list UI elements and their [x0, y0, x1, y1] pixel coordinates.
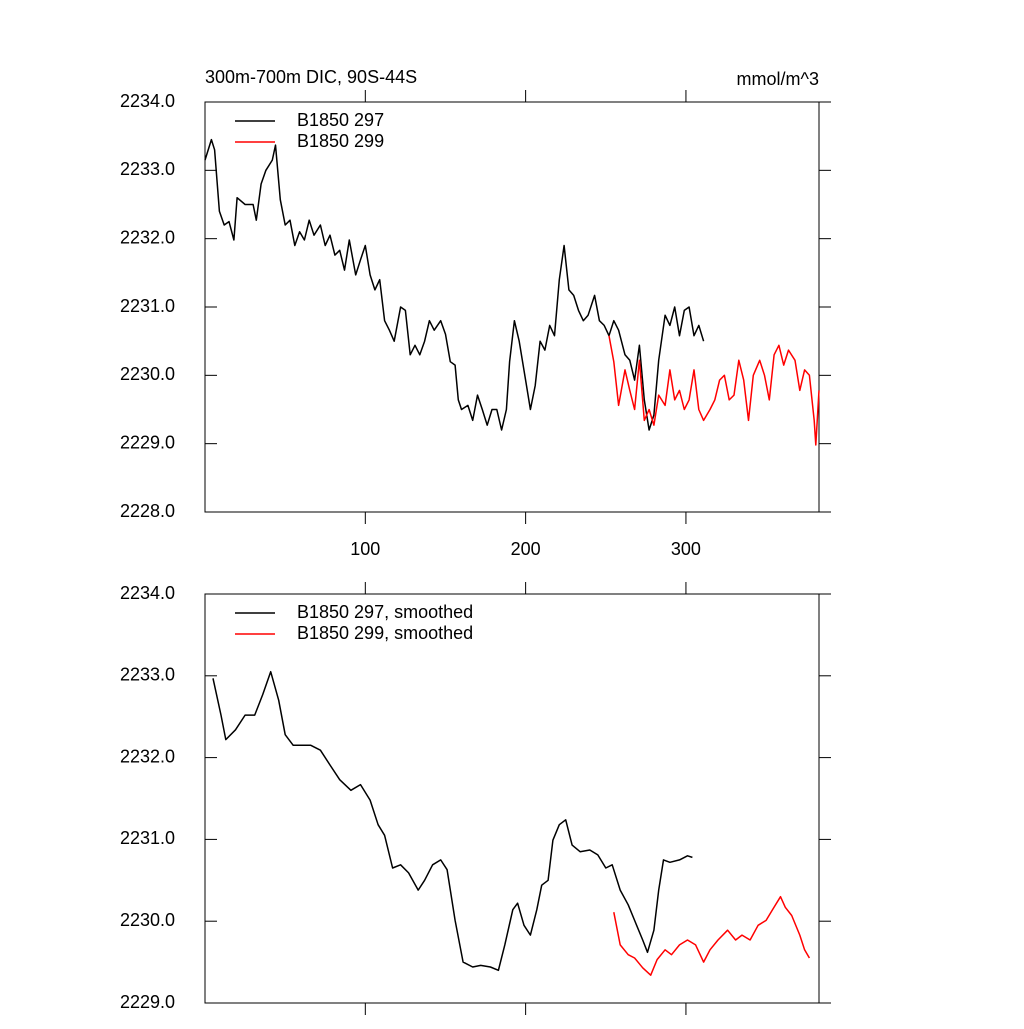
chart-title: 300m-700m DIC, 90S-44S — [205, 67, 417, 87]
series-line — [204, 138, 705, 431]
legend-label: B1850 299, smoothed — [297, 623, 473, 643]
y-tick-label: 2231.0 — [120, 296, 175, 316]
y-tick-label: 2231.0 — [120, 828, 175, 848]
x-tick-label: 200 — [511, 539, 541, 559]
y-tick-label: 2233.0 — [120, 665, 175, 685]
y-tick-label: 2232.0 — [120, 227, 175, 247]
y-tick-label: 2233.0 — [120, 159, 175, 179]
x-tick-label: 300 — [671, 539, 701, 559]
y-tick-label: 2234.0 — [120, 583, 175, 603]
y-tick-label: 2230.0 — [120, 364, 175, 384]
legend-label: B1850 297 — [297, 110, 384, 130]
units-label: mmol/m^3 — [737, 69, 819, 89]
x-tick-label: 100 — [350, 539, 380, 559]
series-line — [613, 895, 811, 976]
plot-frame — [204, 101, 820, 513]
series-line — [212, 670, 693, 972]
y-tick-label: 2234.0 — [120, 91, 175, 111]
y-tick-label: 2232.0 — [120, 746, 175, 766]
y-tick-label: 2230.0 — [120, 910, 175, 930]
legend-label: B1850 297, smoothed — [297, 602, 473, 622]
legend-label: B1850 299 — [297, 131, 384, 151]
y-tick-label: 2229.0 — [120, 992, 175, 1012]
series-line — [608, 335, 820, 446]
y-tick-label: 2229.0 — [120, 432, 175, 452]
plot-frame — [204, 593, 820, 1004]
y-tick-label: 2228.0 — [120, 501, 175, 521]
